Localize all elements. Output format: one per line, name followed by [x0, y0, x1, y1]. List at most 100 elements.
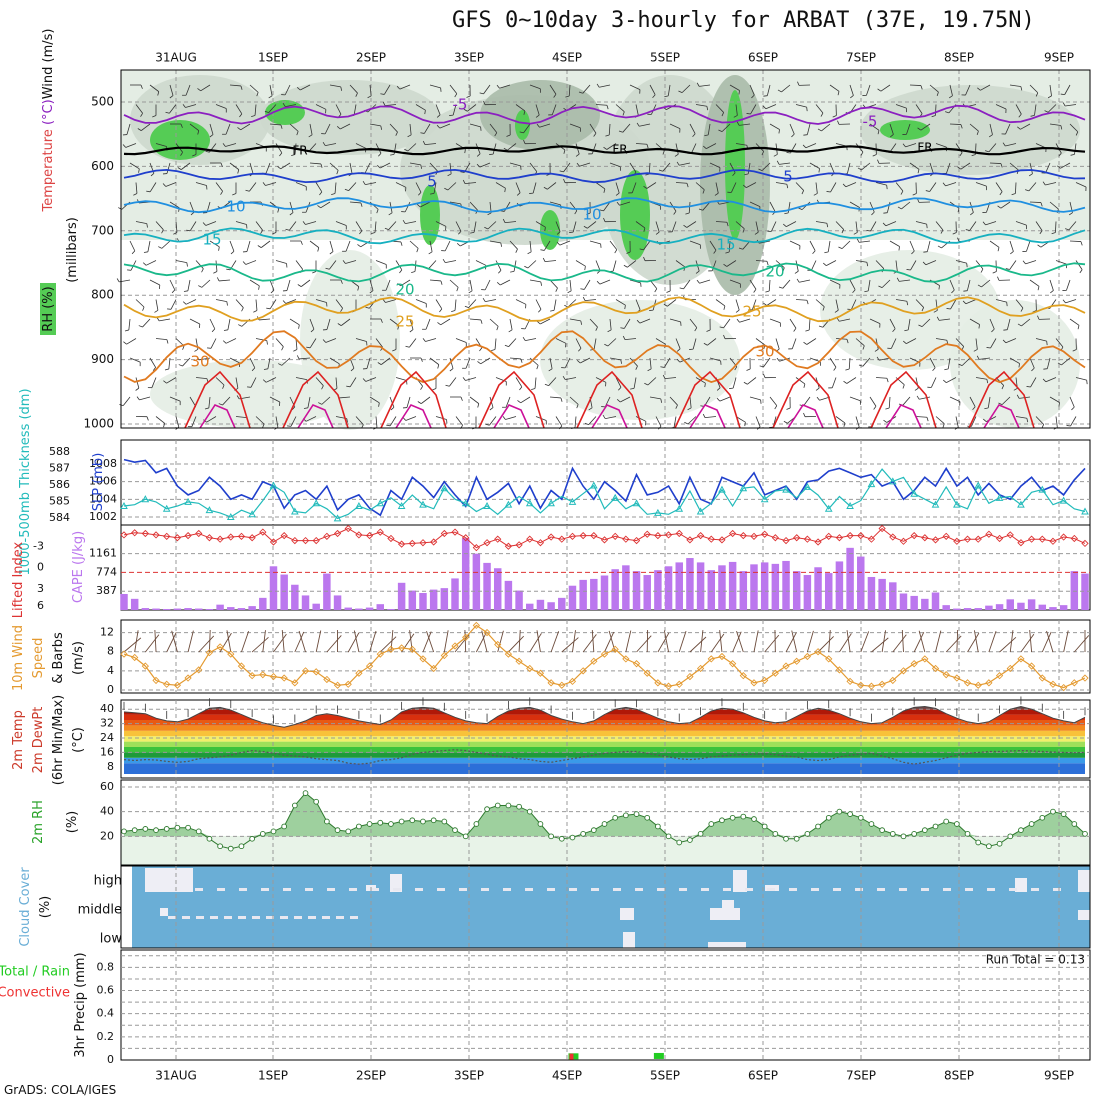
wind-barb: [629, 84, 641, 91]
wind-barb: [629, 162, 637, 173]
wind-barb: [206, 416, 217, 423]
thickness-point: [461, 499, 470, 507]
wind-barb: [169, 84, 174, 96]
wind-barb: [563, 162, 571, 173]
wind-barb-flag: [1079, 269, 1083, 274]
wind-barb-flag: [874, 348, 879, 352]
wind-barb: [789, 123, 795, 135]
wind-barb: [981, 279, 991, 288]
cape-bar: [1038, 604, 1047, 610]
wind-barb-flag: [190, 211, 195, 216]
wind-barb-flag: [519, 386, 523, 391]
wind-speed-point: [163, 680, 171, 688]
wind-barb-flag: [916, 395, 920, 400]
wind-barb-flag: [695, 270, 700, 274]
wind-barb: [321, 396, 331, 405]
wind-barb: [335, 104, 342, 115]
lifted-point: [440, 529, 448, 538]
x-tick-bottom: 7SEP: [846, 1069, 876, 1083]
wind-barb: [890, 338, 897, 349]
wind-barb: [989, 318, 995, 330]
wind-barb-flag: [721, 112, 725, 117]
thickness-point: [568, 497, 577, 505]
x-tick-top: 6SEP: [748, 51, 778, 65]
wind-barb: [547, 182, 557, 190]
cape-bar: [675, 562, 683, 610]
cape-bar: [323, 573, 331, 610]
wind-barb: [889, 240, 900, 247]
wind-barb: [1035, 221, 1043, 231]
cloud-row-label: high: [94, 874, 122, 889]
rh-shade-moist: [150, 120, 210, 160]
wind-barb: [225, 123, 231, 135]
wind-speed-point: [184, 674, 192, 682]
wind-barb: [452, 104, 457, 116]
wind-barb: [405, 221, 417, 224]
wind-barb-flag: [458, 231, 462, 235]
wind-barb-flag: [428, 251, 433, 255]
cape-bar: [259, 597, 267, 610]
wind-barb: [1049, 279, 1054, 291]
upper-air-axis-label-part: Wind (m/s): [41, 29, 56, 100]
wind-barb-flag: [883, 212, 888, 214]
temperature-contour: [123, 330, 1086, 384]
wind-barb: [415, 299, 427, 304]
wind-barb-flag: [986, 347, 991, 349]
wind-barb: [569, 318, 581, 322]
cloud-thin: [921, 888, 929, 891]
wind-barb-10m: [901, 630, 904, 653]
wind-barb: [635, 143, 648, 145]
wind-barb: [529, 162, 538, 172]
wind-barb: [535, 104, 540, 116]
cape-bar: [152, 608, 160, 610]
wind-barb-flag: [793, 327, 797, 332]
rh-point: [121, 828, 127, 835]
wind-barb-flag: [616, 201, 620, 206]
wind-barb-10m: [187, 630, 194, 653]
wind-barb: [475, 260, 487, 266]
wind-barb-flag: [925, 190, 930, 192]
wind-barb: [509, 240, 518, 250]
precip-axis-label: 3hr Precip (mm): [73, 952, 88, 1057]
wind-barb: [325, 143, 337, 146]
wind-barb-flag: [420, 357, 423, 362]
wind-barb-flag: [852, 289, 856, 294]
wind-barb: [787, 201, 791, 213]
wind-barb-flag: [1043, 368, 1048, 370]
wind-barb-flag: [991, 328, 995, 333]
wind-barb: [269, 299, 277, 310]
rh-point: [334, 827, 341, 833]
cloud-thin: [547, 888, 555, 891]
wind-barb: [489, 416, 497, 426]
precip-legend-rain: Total / Rain: [0, 965, 70, 980]
wind-barb: [849, 84, 854, 96]
precip-convective-bar: [569, 1053, 574, 1060]
wind-barb: [681, 84, 691, 93]
cape-bar: [419, 593, 427, 610]
wind-barb: [479, 162, 491, 168]
cape-bar: [1070, 571, 1079, 610]
cloud-thin: [855, 888, 863, 891]
wind-barb-flag: [359, 230, 363, 235]
wind-barb: [709, 240, 717, 251]
wind-barb-10m: [353, 630, 360, 653]
wind-speed-point: [248, 672, 256, 680]
wind-barb-flag: [902, 143, 906, 148]
y-tick-label: 500: [91, 95, 114, 109]
wind-barb-flag: [264, 110, 269, 114]
wind-barb: [225, 143, 237, 147]
wind-barb-flag: [599, 209, 604, 212]
cape-bar: [472, 553, 481, 610]
wind-barb-flag: [402, 220, 406, 224]
wind-barb-flag: [906, 301, 909, 306]
wind-barb: [829, 162, 835, 174]
wind-barb: [423, 123, 431, 134]
wind-barb: [675, 143, 679, 155]
wind-barb-flag: [268, 95, 273, 99]
lifted-point: [483, 539, 491, 547]
wind-barb-flag: [538, 309, 542, 313]
wind-barb-flag: [753, 288, 757, 293]
wind-barb: [965, 299, 977, 305]
cape-bar: [141, 608, 150, 610]
wind-barb-flag: [576, 360, 581, 364]
